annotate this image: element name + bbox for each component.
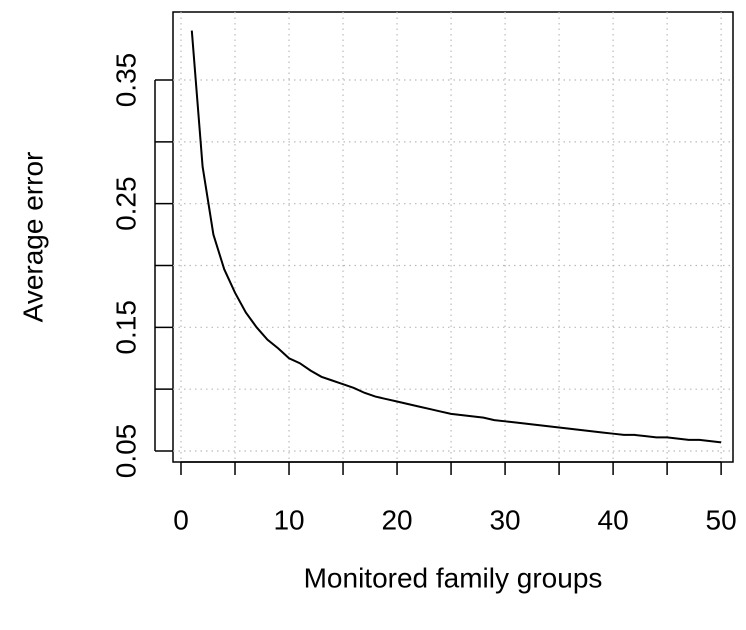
y-tick-label: 0.25 [110, 176, 141, 231]
data-line [190, 30, 722, 444]
x-tick-label: 10 [273, 504, 304, 535]
y-axis-title: Average error [17, 152, 48, 323]
y-tick-label: 0.05 [110, 424, 141, 479]
x-tick-label: 40 [598, 504, 629, 535]
x-axis-title: Monitored family groups [304, 562, 603, 593]
y-tick-label: 0.15 [110, 300, 141, 355]
x-tick-label: 50 [706, 504, 737, 535]
x-tick-label: 30 [489, 504, 520, 535]
y-tick-label: 0.35 [110, 53, 141, 108]
x-tick-label: 0 [173, 504, 189, 535]
x-tick-label: 20 [381, 504, 412, 535]
